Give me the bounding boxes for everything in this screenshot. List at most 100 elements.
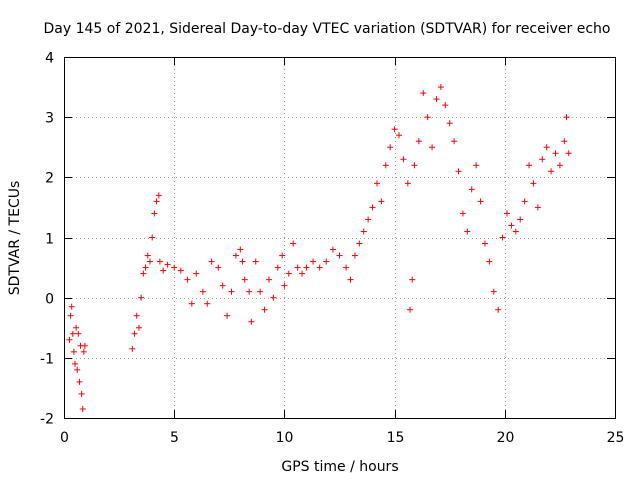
data-point [184,276,191,283]
data-point [477,198,484,205]
y-tick-label: 1 [45,232,54,248]
data-point [420,90,427,97]
y-tick-label: -1 [40,352,54,368]
data-point [248,318,255,325]
data-point [396,132,403,139]
data-point [149,234,156,241]
data-point [69,330,76,337]
data-point [451,138,458,145]
data-point [512,228,519,235]
data-point [70,348,77,355]
data-point [241,276,248,283]
data-point [246,288,253,295]
data-point [281,282,288,289]
data-point [556,162,563,169]
data-point [347,276,354,283]
data-point [310,258,317,265]
data-point [504,210,511,217]
data-point [437,84,444,91]
data-point [486,258,493,265]
data-point [382,162,389,169]
data-point [80,348,87,355]
data-point [433,96,440,103]
data-point [360,228,367,235]
data-point [73,324,80,331]
data-point [279,252,286,259]
data-point [294,264,301,271]
data-points [66,84,572,412]
data-point [356,240,363,247]
data-point [74,366,81,373]
data-point [299,270,306,277]
data-point [156,258,163,265]
data-point [204,300,211,307]
y-axis-label: SDTVAR / TECUs [7,181,23,296]
data-point [539,156,546,163]
data-point [552,150,559,157]
data-point [129,345,136,352]
data-point [224,312,231,319]
data-point [290,240,297,247]
data-point [543,144,550,151]
data-point [424,114,431,121]
data-point [459,210,466,217]
data-point [138,294,145,301]
x-tick-label: 5 [170,430,179,446]
data-point [78,390,85,397]
data-point [67,312,74,319]
data-point [508,222,515,229]
data-point [164,261,171,268]
data-point [446,120,453,127]
data-point [188,300,195,307]
data-point [534,204,541,211]
data-point [177,267,184,274]
data-point [237,246,244,253]
data-point [490,288,497,295]
data-point [228,288,235,295]
data-point [239,258,246,265]
data-point [261,306,268,313]
data-point [481,240,488,247]
data-point [400,156,407,163]
data-point [407,306,414,313]
data-point [351,252,358,259]
data-point [66,336,73,343]
y-tick-label: 3 [45,111,54,127]
data-point [336,252,343,259]
data-point [140,270,147,277]
x-tick-label: 25 [607,430,625,446]
data-point [561,138,568,145]
data-point [171,264,178,271]
chart-title: Day 145 of 2021, Sidereal Day-to-day VTE… [44,21,611,37]
data-point [391,126,398,133]
data-point [135,324,142,331]
data-point [75,330,82,337]
data-point [146,258,153,265]
data-point [160,267,167,274]
data-point [208,258,215,265]
x-tick-label: 20 [497,430,515,446]
data-point [144,252,151,259]
data-point [329,246,336,253]
data-point [219,282,226,289]
axis-ticks: 0 5 10 15 20 25 -2 -1 0 1 2 3 4 [40,51,624,447]
data-point [215,264,222,271]
y-tick-label: 4 [45,51,54,67]
data-point [252,258,259,265]
data-point [265,276,272,283]
data-point [565,150,572,157]
y-tick-label: 2 [45,171,54,187]
data-point [153,198,160,205]
data-point [257,288,264,295]
data-point [442,102,449,109]
x-tick-label: 0 [60,430,69,446]
data-point [365,216,372,223]
data-point [563,114,570,121]
data-point [155,192,162,199]
data-point [521,198,528,205]
data-point [455,168,462,175]
data-point [473,162,480,169]
data-point [411,162,418,169]
x-tick-label: 15 [387,430,405,446]
